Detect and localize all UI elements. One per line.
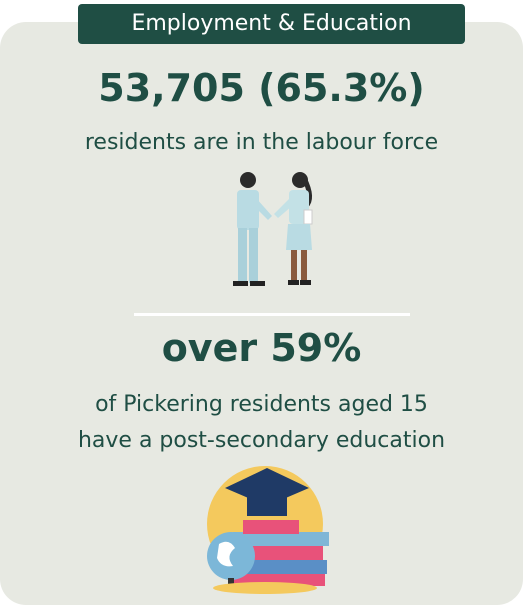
- description: of Pickering residents aged 15: [0, 392, 523, 417]
- description: residents are in the labour force: [0, 130, 523, 155]
- handshake-illustration: [220, 168, 320, 293]
- stat: over 59%: [0, 326, 523, 370]
- description: have a post-secondary education: [0, 428, 523, 453]
- divider: [134, 313, 410, 316]
- stat: 53,705 (65.3%): [0, 66, 523, 110]
- header-title: Employment & Education: [78, 4, 465, 44]
- page: Employment & Education 53,705 (65.3%) re…: [0, 0, 523, 605]
- graduation-illustration: [195, 458, 335, 598]
